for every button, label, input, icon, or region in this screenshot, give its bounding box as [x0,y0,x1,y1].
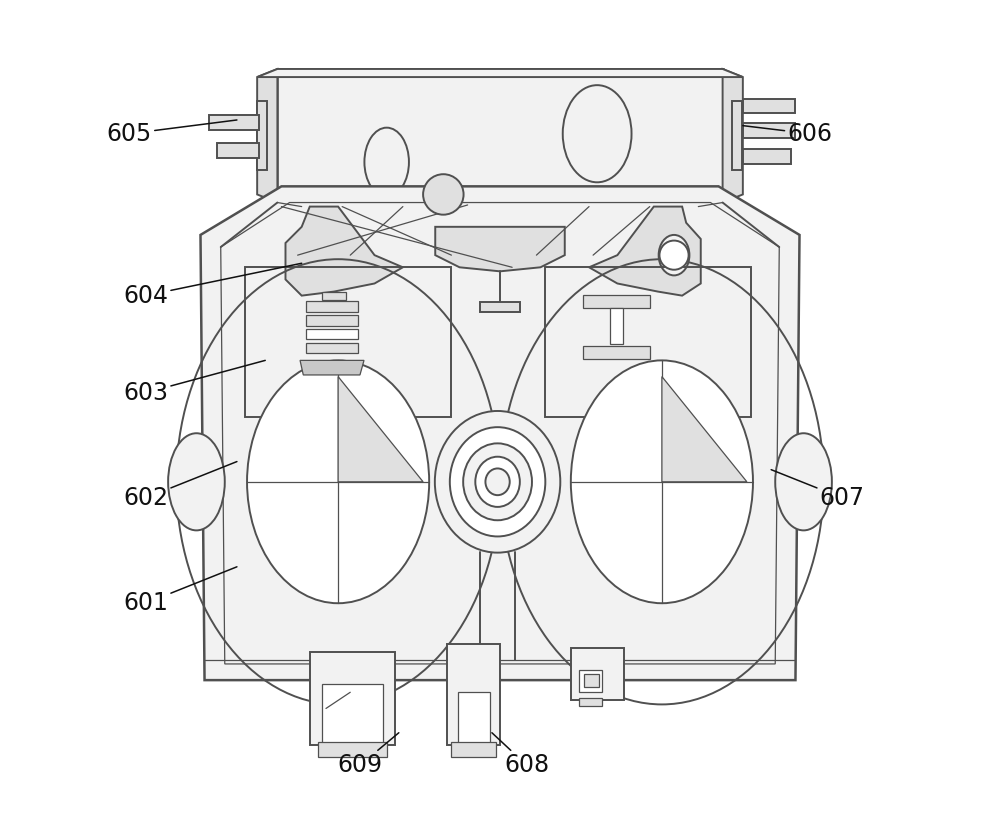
Bar [583,295,650,308]
Bar [318,743,387,757]
Ellipse shape [364,128,409,197]
Bar [732,102,742,170]
Bar [743,123,795,138]
Bar [257,102,267,170]
Ellipse shape [450,427,545,536]
Polygon shape [257,69,277,202]
Bar [245,268,451,417]
Bar [310,652,395,745]
Ellipse shape [659,235,689,275]
Bar [306,343,358,353]
Polygon shape [200,187,800,680]
Bar [583,346,650,358]
Ellipse shape [168,433,225,530]
Circle shape [659,240,689,270]
Bar [480,302,520,311]
Polygon shape [221,202,779,664]
Text: 601: 601 [123,567,237,615]
Text: 608: 608 [492,733,549,777]
Ellipse shape [463,444,532,520]
Bar [458,692,490,745]
Ellipse shape [485,468,510,495]
Bar [306,329,358,339]
Polygon shape [338,377,423,482]
Bar [579,670,602,692]
Bar [209,115,259,130]
Text: 607: 607 [771,470,865,510]
Bar [451,743,496,757]
Polygon shape [300,360,364,375]
Bar [322,292,346,300]
Polygon shape [662,377,747,482]
Text: 602: 602 [123,462,237,510]
Bar [306,315,358,325]
Text: 604: 604 [123,263,302,307]
Ellipse shape [247,360,429,603]
Text: 605: 605 [107,120,237,145]
Ellipse shape [563,85,632,183]
Bar [743,150,791,164]
Polygon shape [285,206,403,296]
Bar [306,301,358,311]
Bar [571,648,624,700]
Text: 606: 606 [743,121,832,145]
Ellipse shape [435,411,560,553]
Bar [579,698,602,706]
Text: 609: 609 [338,733,399,777]
Ellipse shape [475,457,520,507]
Bar [217,144,259,158]
Bar [322,684,383,745]
Bar [277,69,723,202]
Polygon shape [435,227,565,271]
Polygon shape [257,69,743,77]
Polygon shape [589,206,701,296]
Bar [447,643,500,745]
Circle shape [423,174,464,215]
Text: 603: 603 [123,360,265,405]
Bar [584,675,599,686]
Bar [743,99,795,113]
Bar [610,308,623,344]
Ellipse shape [571,360,753,603]
Polygon shape [723,69,743,202]
Bar [545,268,751,417]
Ellipse shape [775,433,832,530]
